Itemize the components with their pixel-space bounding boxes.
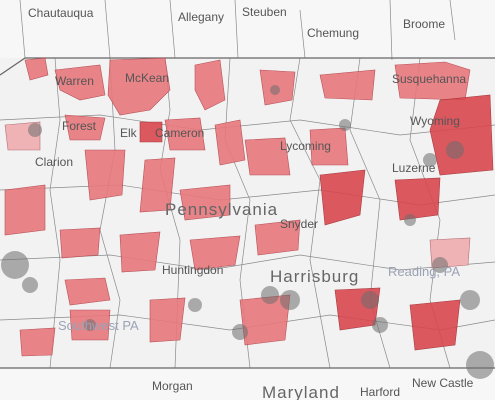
marker — [28, 123, 42, 137]
place-label: Wyoming — [410, 114, 460, 128]
region-label: Reading, PA — [388, 264, 460, 279]
markers — [1, 85, 494, 379]
region-patch — [59, 227, 101, 259]
region-patch — [119, 231, 161, 273]
place-label: Harford — [360, 385, 400, 399]
region-patch — [54, 64, 106, 101]
region-patch — [194, 59, 226, 111]
region-patch — [309, 127, 349, 166]
marker — [280, 290, 300, 310]
region-patch — [319, 169, 366, 226]
county-line — [0, 114, 495, 331]
region-label: Pennsylvania — [165, 200, 278, 219]
marker — [466, 351, 494, 379]
region-patch — [64, 277, 111, 306]
region-patch — [164, 117, 206, 151]
place-label: Allegany — [178, 10, 224, 24]
region-patch — [244, 137, 291, 176]
marker — [84, 319, 96, 331]
place-label: Chemung — [307, 26, 359, 40]
place-label: McKean — [125, 71, 169, 85]
marker — [232, 324, 248, 340]
region-patch — [107, 57, 171, 116]
region-patch — [429, 94, 494, 176]
maryland-area — [0, 368, 495, 400]
place-label: Susquehanna — [392, 72, 466, 86]
state-border — [0, 57, 495, 369]
region-patch — [64, 114, 106, 141]
region-label: Southwest PA — [58, 318, 139, 333]
marker — [1, 251, 29, 279]
region-patch — [254, 219, 301, 256]
place-label: Chautauqua — [28, 6, 94, 20]
region-patch — [19, 327, 56, 357]
place-label: Luzerne — [392, 161, 436, 175]
marker — [261, 286, 279, 304]
region-patch — [179, 184, 231, 221]
marker — [423, 153, 437, 167]
place-label: Maryland — [262, 383, 340, 400]
region-patch — [149, 297, 186, 343]
region-patch — [84, 149, 126, 201]
place-label: Broome — [403, 17, 445, 31]
new-york-area — [0, 0, 495, 58]
county-lines — [0, 0, 495, 369]
region-patch — [139, 121, 163, 143]
marker — [404, 214, 416, 226]
marker — [432, 257, 448, 273]
marker — [361, 291, 379, 309]
region-patch — [4, 184, 46, 236]
marker — [22, 277, 38, 293]
region-patch — [139, 157, 176, 213]
region-patch — [189, 235, 241, 271]
region-patch — [394, 177, 441, 221]
marker — [188, 298, 202, 312]
marker — [372, 317, 388, 333]
region-patch — [214, 119, 246, 166]
place-label: Clarion — [35, 155, 73, 169]
region-patch — [394, 61, 471, 101]
place-label: Warren — [55, 74, 94, 88]
place-label: Huntingdon — [162, 263, 223, 277]
marker — [339, 119, 351, 131]
place-label: Snyder — [280, 217, 318, 231]
place-label: Cameron — [155, 126, 204, 140]
place-label: Steuben — [242, 5, 287, 19]
labels: Chautauqua Allegany Steuben Chemung Broo… — [28, 5, 474, 400]
place-label: Forest — [62, 119, 97, 133]
place-label: Lycoming — [280, 139, 331, 153]
region-patch — [409, 299, 461, 351]
place-label: New Castle — [412, 376, 474, 390]
region-patch — [24, 57, 49, 81]
city-label: Harrisburg — [270, 267, 359, 286]
region-patch — [319, 69, 376, 101]
marker — [270, 85, 280, 95]
marker — [446, 141, 464, 159]
county-line — [19, 0, 456, 61]
place-label: Elk — [120, 126, 138, 140]
marker — [460, 290, 480, 310]
place-label: Morgan — [152, 379, 193, 393]
